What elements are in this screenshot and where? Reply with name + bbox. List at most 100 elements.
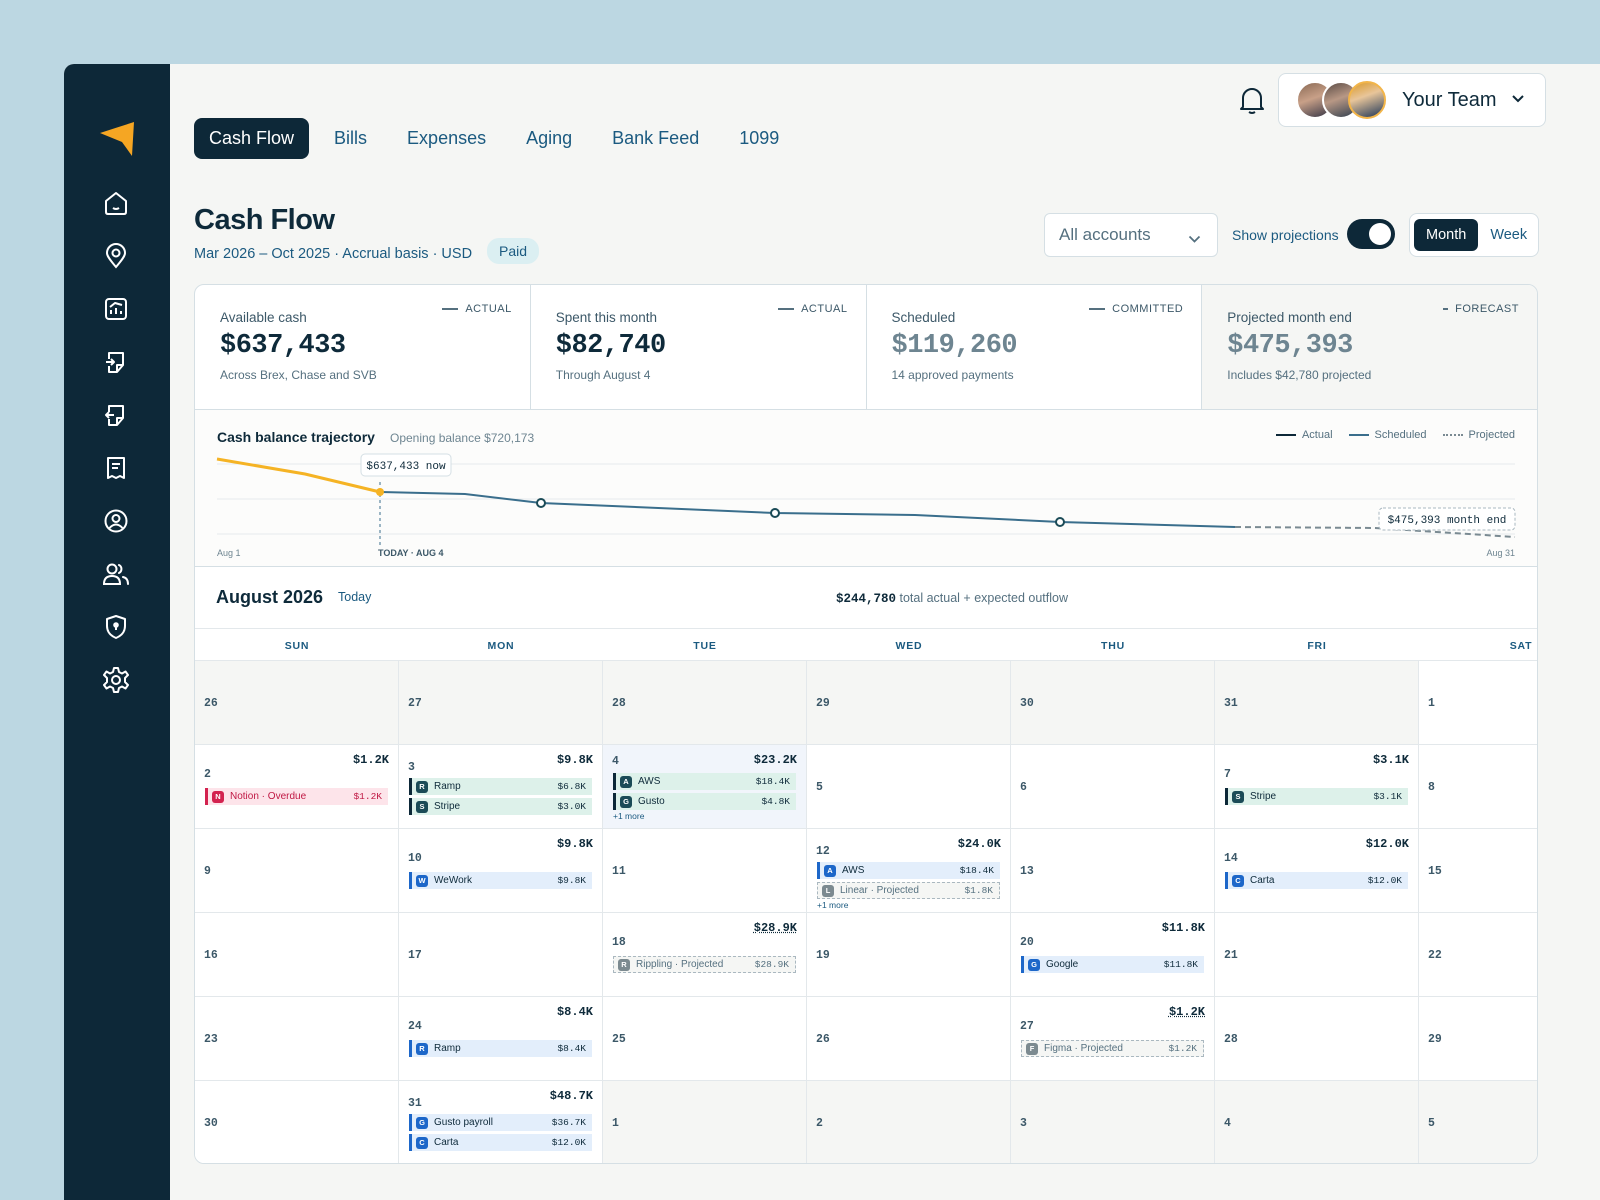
tab-aging[interactable]: Aging xyxy=(526,128,573,148)
calendar-day[interactable]: 5 xyxy=(807,745,1011,829)
calendar-day[interactable]: 3 $9.8K R Ramp $6.8K S Stripe $3.0K xyxy=(399,745,603,829)
calendar-day[interactable]: 9 xyxy=(195,829,399,913)
tab-bills[interactable]: Bills xyxy=(334,128,368,148)
calendar-day[interactable]: 25 xyxy=(603,997,807,1081)
calendar-day[interactable]: 5 xyxy=(1419,1081,1537,1163)
calendar-day[interactable]: 28 xyxy=(603,661,807,745)
home-icon[interactable] xyxy=(101,188,131,218)
calendar-day[interactable]: 31 xyxy=(1215,661,1419,745)
more-link[interactable]: +1 more xyxy=(613,811,645,821)
calendar-header: August 2026 Today $244,780 total actual … xyxy=(195,567,1537,629)
calendar-day[interactable]: 22 xyxy=(1419,913,1537,997)
more-link[interactable]: +1 more xyxy=(817,900,849,910)
chart-icon[interactable] xyxy=(101,294,131,324)
stat-value: $119,260 xyxy=(891,331,1018,361)
calendar-day[interactable]: 30 xyxy=(195,1081,399,1163)
calendar-day[interactable]: 27 $1.2K F Figma · Projected $1.2K xyxy=(1011,997,1215,1081)
calendar-day[interactable]: 15 xyxy=(1419,829,1537,913)
calendar-day[interactable]: 23 xyxy=(195,997,399,1081)
tab-cash-flow[interactable]: Cash Flow xyxy=(194,118,310,159)
day-number: 30 xyxy=(1020,697,1034,710)
payment-event[interactable]: S Stripe $3.0K xyxy=(409,798,592,815)
payment-event[interactable]: A AWS $18.4K xyxy=(817,862,1000,879)
calendar-day[interactable]: 8 xyxy=(1419,745,1537,829)
day-number: 4 xyxy=(612,755,619,768)
user-icon[interactable] xyxy=(101,506,131,536)
projections-toggle[interactable] xyxy=(1347,219,1395,249)
tab-1099[interactable]: 1099 xyxy=(739,128,780,148)
payment-event[interactable]: N Notion · Overdue $1.2K xyxy=(205,788,388,805)
calendar-day[interactable]: 18 $28.9K R Rippling · Projected $28.9K xyxy=(603,913,807,997)
payment-event[interactable]: R Ramp $8.4K xyxy=(409,1040,592,1057)
calendar-day[interactable]: 4 $23.2K A AWS $18.4K G Gusto $4.8K +1 more xyxy=(603,745,807,829)
calendar-day[interactable]: 7 $3.1K S Stripe $3.1K xyxy=(1215,745,1419,829)
vendor-icon: L xyxy=(822,884,834,897)
bell-icon[interactable] xyxy=(1238,85,1266,120)
receipt-out-icon[interactable] xyxy=(101,400,131,430)
calendar-day[interactable]: 1 xyxy=(1419,661,1537,745)
document-icon[interactable] xyxy=(101,453,131,483)
payment-event[interactable]: L Linear · Projected $1.8K xyxy=(817,882,1000,899)
day-total: $1.2K xyxy=(352,753,389,767)
team-name: Your Team xyxy=(1402,88,1497,111)
calendar-day[interactable]: 17 xyxy=(399,913,603,997)
payment-event[interactable]: R Ramp $6.8K xyxy=(409,778,592,795)
payment-event[interactable]: W WeWork $9.8K xyxy=(409,872,592,889)
calendar-day[interactable]: 13 xyxy=(1011,829,1215,913)
view-month-button[interactable]: Month xyxy=(1414,219,1479,251)
calendar-day[interactable]: 31 $48.7K G Gusto payroll $36.7K C Carta $12.0K xyxy=(399,1081,603,1163)
calendar-day[interactable]: 3 xyxy=(1011,1081,1215,1163)
receipt-in-icon[interactable] xyxy=(101,347,131,377)
calendar-day[interactable]: 11 xyxy=(603,829,807,913)
stat-label: Spent this month xyxy=(555,310,658,325)
vendor-icon: C xyxy=(1232,874,1244,887)
calendar-day[interactable]: 26 xyxy=(195,661,399,745)
page-subtitle: Mar 2026 – Oct 2025 · Accrual basis · US… xyxy=(194,246,473,262)
view-week-button[interactable]: Week xyxy=(1490,227,1528,243)
calendar-day[interactable]: 26 xyxy=(807,997,1011,1081)
day-number: 20 xyxy=(1020,936,1034,949)
main-area: Cash Flow Bills Expenses Aging Bank Feed… xyxy=(170,64,1600,1200)
calendar-day[interactable]: 27 xyxy=(399,661,603,745)
calendar-day[interactable]: 10 $9.8K W WeWork $9.8K xyxy=(399,829,603,913)
payment-event[interactable]: C Carta $12.0K xyxy=(409,1134,592,1151)
calendar-day[interactable]: 21 xyxy=(1215,913,1419,997)
shield-icon[interactable] xyxy=(101,612,131,642)
payment-event[interactable]: F Figma · Projected $1.2K xyxy=(1021,1040,1204,1057)
payment-event[interactable]: G Gusto $4.8K xyxy=(613,793,796,810)
event-name: AWS xyxy=(842,865,865,876)
payment-event[interactable]: A AWS $18.4K xyxy=(613,773,796,790)
settings-icon[interactable] xyxy=(101,665,131,695)
stat-label: Available cash xyxy=(220,310,307,325)
payment-event[interactable]: R Rippling · Projected $28.9K xyxy=(613,956,796,973)
calendar-day[interactable]: 14 $12.0K C Carta $12.0K xyxy=(1215,829,1419,913)
calendar-day[interactable]: 30 xyxy=(1011,661,1215,745)
calendar-day[interactable]: 1 xyxy=(603,1081,807,1163)
calendar-day[interactable]: 29 xyxy=(1419,997,1537,1081)
team-switcher[interactable]: Your Team xyxy=(1278,73,1546,127)
logo[interactable] xyxy=(98,120,136,163)
calendar-day[interactable]: 28 xyxy=(1215,997,1419,1081)
today-button[interactable]: Today xyxy=(338,590,372,604)
users-icon[interactable] xyxy=(101,559,131,589)
tab-expenses[interactable]: Expenses xyxy=(407,128,487,148)
payment-event[interactable]: S Stripe $3.1K xyxy=(1225,788,1408,805)
account-select[interactable]: All accounts xyxy=(1044,213,1218,257)
payment-event[interactable]: G Gusto payroll $36.7K xyxy=(409,1114,592,1131)
calendar-day[interactable]: 2 $1.2K N Notion · Overdue $1.2K xyxy=(195,745,399,829)
map-pin-icon[interactable] xyxy=(101,241,131,271)
stat-label: Projected month end xyxy=(1227,310,1352,325)
calendar-day[interactable]: 12 $24.0K A AWS $18.4K L Linear · Projected $1.… xyxy=(807,829,1011,913)
calendar-day[interactable]: 20 $11.8K G Google $11.8K xyxy=(1011,913,1215,997)
calendar-day[interactable]: 19 xyxy=(807,913,1011,997)
day-number: 16 xyxy=(204,949,218,962)
calendar-day[interactable]: 24 $8.4K R Ramp $8.4K xyxy=(399,997,603,1081)
calendar-day[interactable]: 2 xyxy=(807,1081,1011,1163)
payment-event[interactable]: C Carta $12.0K xyxy=(1225,872,1408,889)
calendar-day[interactable]: 16 xyxy=(195,913,399,997)
tab-bank-feed[interactable]: Bank Feed xyxy=(612,128,700,148)
calendar-day[interactable]: 4 xyxy=(1215,1081,1419,1163)
payment-event[interactable]: G Google $11.8K xyxy=(1021,956,1204,973)
calendar-day[interactable]: 29 xyxy=(807,661,1011,745)
calendar-day[interactable]: 6 xyxy=(1011,745,1215,829)
